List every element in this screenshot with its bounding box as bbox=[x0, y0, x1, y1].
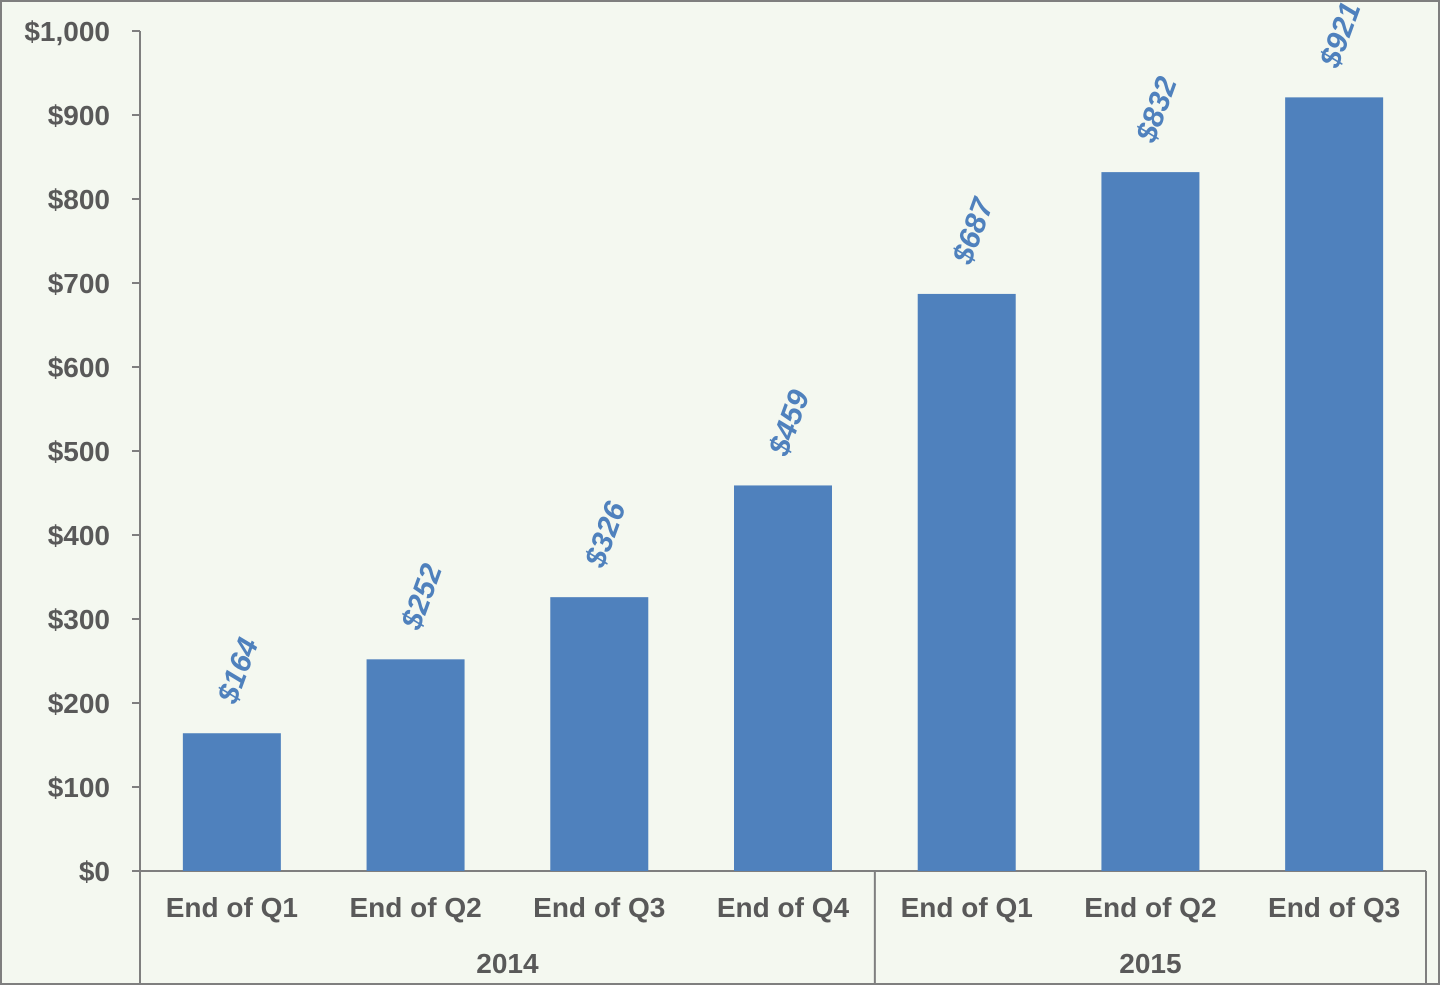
y-tick-label: $300 bbox=[48, 604, 110, 635]
y-tick-label: $600 bbox=[48, 352, 110, 383]
y-tick-label: $1,000 bbox=[24, 16, 110, 47]
bar bbox=[366, 659, 465, 871]
y-tick-label: $500 bbox=[48, 436, 110, 467]
group-label: 2015 bbox=[1119, 948, 1181, 979]
category-label: End of Q3 bbox=[533, 892, 665, 923]
data-label: $252 bbox=[395, 559, 449, 634]
y-tick-label: $200 bbox=[48, 688, 110, 719]
category-label: End of Q1 bbox=[901, 892, 1033, 923]
data-label: $921 bbox=[1313, 0, 1367, 73]
category-label: End of Q1 bbox=[166, 892, 298, 923]
category-label: End of Q4 bbox=[717, 892, 850, 923]
data-label: $687 bbox=[946, 193, 1001, 269]
y-tick-label: $400 bbox=[48, 520, 110, 551]
y-tick-label: $100 bbox=[48, 772, 110, 803]
bars bbox=[182, 97, 1384, 872]
category-label: End of Q3 bbox=[1268, 892, 1400, 923]
bar bbox=[1285, 97, 1384, 872]
axes: $0 $100 $200 $300 $400 $500 $600 $700 $800 $900 $1… bbox=[24, 16, 1427, 983]
bar bbox=[550, 597, 649, 871]
group-label: 2014 bbox=[476, 948, 539, 979]
bar bbox=[182, 733, 281, 871]
bar bbox=[1101, 172, 1200, 871]
bar bbox=[917, 293, 1016, 871]
data-label: $459 bbox=[762, 386, 816, 461]
bar bbox=[734, 485, 832, 871]
y-tick-label: $0 bbox=[79, 856, 110, 887]
data-label: $326 bbox=[579, 497, 633, 572]
data-label: $832 bbox=[1130, 72, 1184, 147]
category-label: End of Q2 bbox=[1084, 892, 1216, 923]
y-tick-label: $800 bbox=[48, 184, 110, 215]
y-tick-label: $700 bbox=[48, 268, 110, 299]
data-label: $164 bbox=[211, 633, 265, 708]
category-label: End of Q2 bbox=[349, 892, 481, 923]
y-tick-label: $900 bbox=[48, 100, 110, 131]
